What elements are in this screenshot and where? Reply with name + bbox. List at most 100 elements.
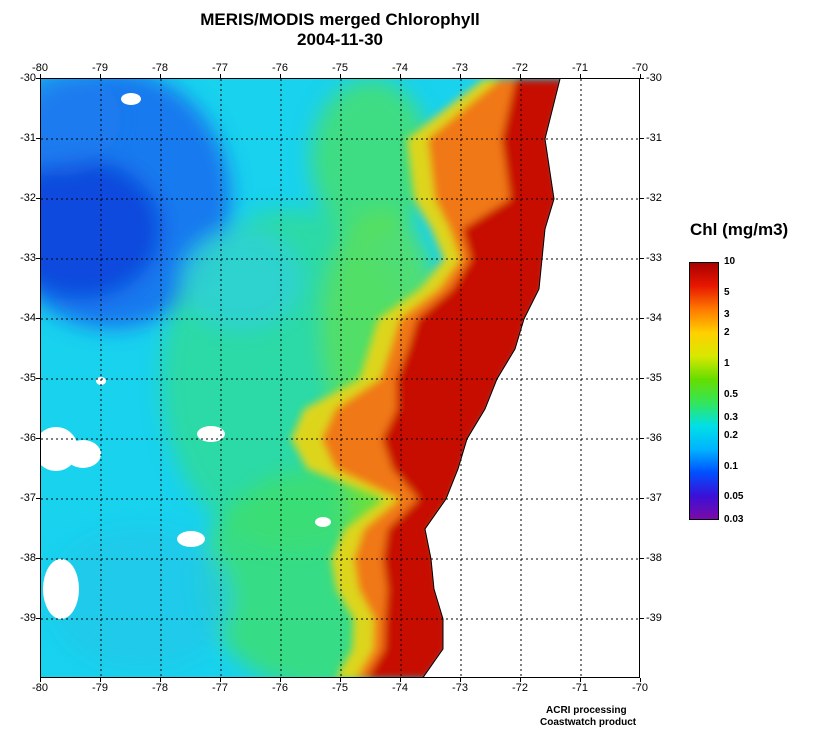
axis-tick <box>580 74 581 78</box>
chlorophyll-map <box>40 78 640 678</box>
axis-tick <box>36 438 40 439</box>
axis-tick <box>100 678 101 682</box>
axis-tick <box>160 74 161 78</box>
axis-tick <box>280 74 281 78</box>
colorbar-tick-label: 0.05 <box>724 491 744 503</box>
axis-tick <box>640 198 644 199</box>
top-lon-label: -75 <box>332 62 348 74</box>
ocean-layer <box>41 79 560 677</box>
right-lat-label: -39 <box>646 612 662 624</box>
colorbar-tick-label: 10 <box>724 256 736 267</box>
legend-title: Chl (mg/m3) <box>690 220 789 239</box>
axis-tick <box>640 618 644 619</box>
left-lat-label: -35 <box>20 372 36 384</box>
top-lon-label: -77 <box>212 62 228 74</box>
axis-tick <box>36 378 40 379</box>
colorbar-tick-label: 0.3 <box>724 411 738 423</box>
axis-tick <box>520 74 521 78</box>
bottom-lon-label: -77 <box>212 682 228 694</box>
credit-product: Coastwatch product <box>540 717 637 728</box>
axis-tick <box>280 678 281 682</box>
left-lat-label: -31 <box>20 132 36 144</box>
right-lat-label: -38 <box>646 552 662 564</box>
colorbar-tick-label: 0.1 <box>724 460 738 472</box>
axis-tick <box>36 318 40 319</box>
top-lon-label: -76 <box>272 62 288 74</box>
axis-tick <box>520 678 521 682</box>
axis-tick <box>640 558 644 559</box>
bottom-lon-label: -79 <box>92 682 108 694</box>
top-lon-label: -78 <box>152 62 168 74</box>
axis-tick <box>36 138 40 139</box>
left-lat-label: -33 <box>20 252 36 264</box>
map-title: MERIS/MODIS merged Chlorophyll <box>200 10 480 29</box>
bottom-lon-label: -72 <box>512 682 528 694</box>
cloud-gaps <box>41 93 331 619</box>
axis-tick <box>640 378 644 379</box>
bottom-lon-label: -73 <box>452 682 468 694</box>
map-date: 2004-11-30 <box>296 30 384 49</box>
axis-tick <box>640 258 644 259</box>
axis-tick <box>36 558 40 559</box>
top-lon-label: -79 <box>92 62 108 74</box>
bottom-lon-label: -74 <box>392 682 408 694</box>
credit-processing: ACRI processing <box>546 705 627 716</box>
left-lat-label: -38 <box>20 552 36 564</box>
right-lat-label: -33 <box>646 252 662 264</box>
axis-tick <box>340 74 341 78</box>
top-lon-label: -72 <box>512 62 528 74</box>
axis-tick <box>36 258 40 259</box>
axis-tick <box>36 78 40 79</box>
bottom-lon-label: -80 <box>32 682 48 694</box>
colorbar-tick-label: 2 <box>724 327 730 339</box>
bottom-lon-label: -78 <box>152 682 168 694</box>
graticule <box>41 79 639 677</box>
axis-tick <box>400 678 401 682</box>
left-lat-label: -39 <box>20 612 36 624</box>
axis-tick <box>640 74 641 78</box>
colorbar-tick-label: 0.5 <box>724 389 738 401</box>
axis-tick <box>640 678 641 682</box>
colorbar <box>689 262 719 520</box>
bottom-lon-label: -71 <box>572 682 588 694</box>
left-lat-label: -37 <box>20 492 36 504</box>
axis-tick <box>460 678 461 682</box>
axis-tick <box>640 498 644 499</box>
left-lat-label: -30 <box>20 72 36 84</box>
coastline <box>422 79 561 677</box>
bottom-lon-label: -70 <box>632 682 648 694</box>
axis-tick <box>640 138 644 139</box>
axis-tick <box>100 74 101 78</box>
right-lat-label: -35 <box>646 372 662 384</box>
axis-tick <box>36 198 40 199</box>
colorbar-tick-label: 1 <box>724 358 730 370</box>
axis-tick <box>640 438 644 439</box>
right-lat-label: -31 <box>646 132 662 144</box>
top-lon-label: -73 <box>452 62 468 74</box>
axis-tick <box>220 74 221 78</box>
axis-tick <box>36 618 40 619</box>
left-lat-label: -36 <box>20 432 36 444</box>
left-lat-label: -34 <box>20 312 36 324</box>
right-lat-label: -36 <box>646 432 662 444</box>
axis-tick <box>340 678 341 682</box>
axis-tick <box>580 678 581 682</box>
axis-tick <box>640 318 644 319</box>
colorbar-tick-label: 0.2 <box>724 429 738 441</box>
axis-tick <box>36 498 40 499</box>
left-lat-label: -32 <box>20 192 36 204</box>
axis-tick <box>460 74 461 78</box>
colorbar-tick-label: 3 <box>724 309 730 321</box>
right-lat-label: -34 <box>646 312 662 324</box>
bottom-lon-label: -75 <box>332 682 348 694</box>
top-lon-label: -80 <box>32 62 48 74</box>
axis-tick <box>640 78 644 79</box>
top-lon-label: -70 <box>632 62 648 74</box>
top-lon-label: -74 <box>392 62 408 74</box>
colorbar-tick-label: 0.03 <box>724 514 744 525</box>
right-lat-label: -32 <box>646 192 662 204</box>
axis-tick <box>400 74 401 78</box>
map-svg <box>41 79 639 677</box>
axis-tick <box>40 74 41 78</box>
top-lon-label: -71 <box>572 62 588 74</box>
